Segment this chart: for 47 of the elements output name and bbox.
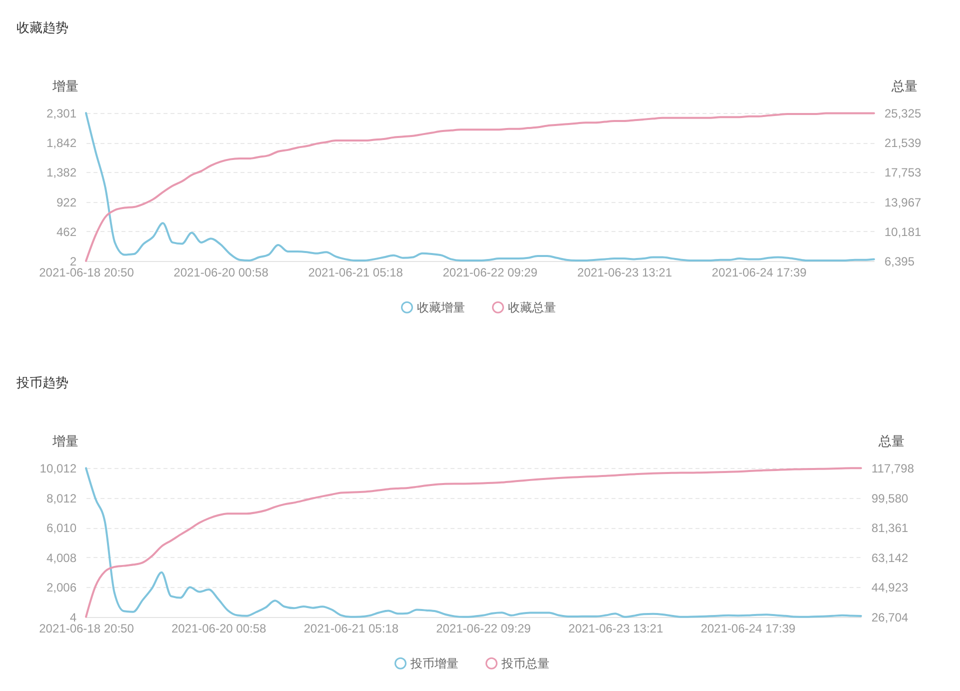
x-tick-label: 2021-06-22 09:29 <box>436 622 532 636</box>
y-tick-label: 4 <box>70 610 77 624</box>
x-tick-label: 2021-06-18 20:50 <box>39 266 134 280</box>
y2-tick-label: 81,361 <box>872 521 909 536</box>
x-tick-label: 2021-06-24 17:39 <box>700 622 796 636</box>
y2-tick-label: 6,395 <box>884 254 915 268</box>
y-axis-title: 增量 <box>52 434 78 448</box>
y-tick-label: 10,012 <box>40 462 77 476</box>
chart-title: 投币趋势 <box>16 375 69 390</box>
x-tick-label: 2021-06-20 00:58 <box>171 622 267 636</box>
y2-axis-title: 总量 <box>890 78 918 94</box>
y-tick-label: 6,010 <box>46 521 77 536</box>
y2-tick-label: 13,967 <box>884 195 922 210</box>
legend-label: 投币总量 <box>500 656 550 670</box>
y2-tick-label: 44,923 <box>872 580 909 595</box>
x-tick-label: 2021-06-24 17:39 <box>712 266 807 280</box>
y2-tick-label: 26,704 <box>872 610 909 624</box>
x-tick-label: 2021-06-23 13:21 <box>577 266 672 280</box>
y-tick-label: 4,008 <box>46 550 77 565</box>
y2-tick-label: 10,181 <box>884 224 922 239</box>
y2-tick-label: 63,142 <box>872 550 909 565</box>
y-tick-label: 2,006 <box>46 580 77 595</box>
y-tick-label: 2,301 <box>46 106 77 120</box>
y2-tick-label: 99,580 <box>872 491 909 506</box>
y-tick-label: 462 <box>56 224 77 239</box>
y2-tick-label: 17,753 <box>884 166 922 180</box>
y-tick-label: 922 <box>56 195 77 210</box>
line-series <box>85 467 862 618</box>
x-tick-label: 2021-06-21 05:18 <box>308 266 404 280</box>
x-tick-label: 2021-06-18 20:50 <box>39 622 134 636</box>
y-tick-label: 1,842 <box>46 136 77 150</box>
y-tick-label: 8,012 <box>46 491 77 506</box>
y2-axis-title: 总量 <box>878 434 904 448</box>
y-tick-label: 2 <box>70 254 77 268</box>
y-tick-label: 1,382 <box>46 166 77 180</box>
legend-label: 收藏总量 <box>508 300 556 314</box>
x-tick-label: 2021-06-22 09:29 <box>442 266 538 280</box>
chart-title: 收藏趋势 <box>16 20 69 35</box>
x-tick-label: 2021-06-21 05:18 <box>304 622 399 636</box>
y2-tick-label: 21,539 <box>884 136 922 150</box>
legend-label: 收藏增量 <box>417 300 465 314</box>
y2-tick-label: 117,798 <box>872 462 914 476</box>
x-tick-label: 2021-06-20 00:58 <box>174 266 269 280</box>
legend-label: 投币增量 <box>410 656 458 670</box>
y-axis-title: 增量 <box>52 78 78 94</box>
x-tick-label: 2021-06-23 13:21 <box>568 622 664 636</box>
y2-tick-label: 25,325 <box>884 106 922 120</box>
